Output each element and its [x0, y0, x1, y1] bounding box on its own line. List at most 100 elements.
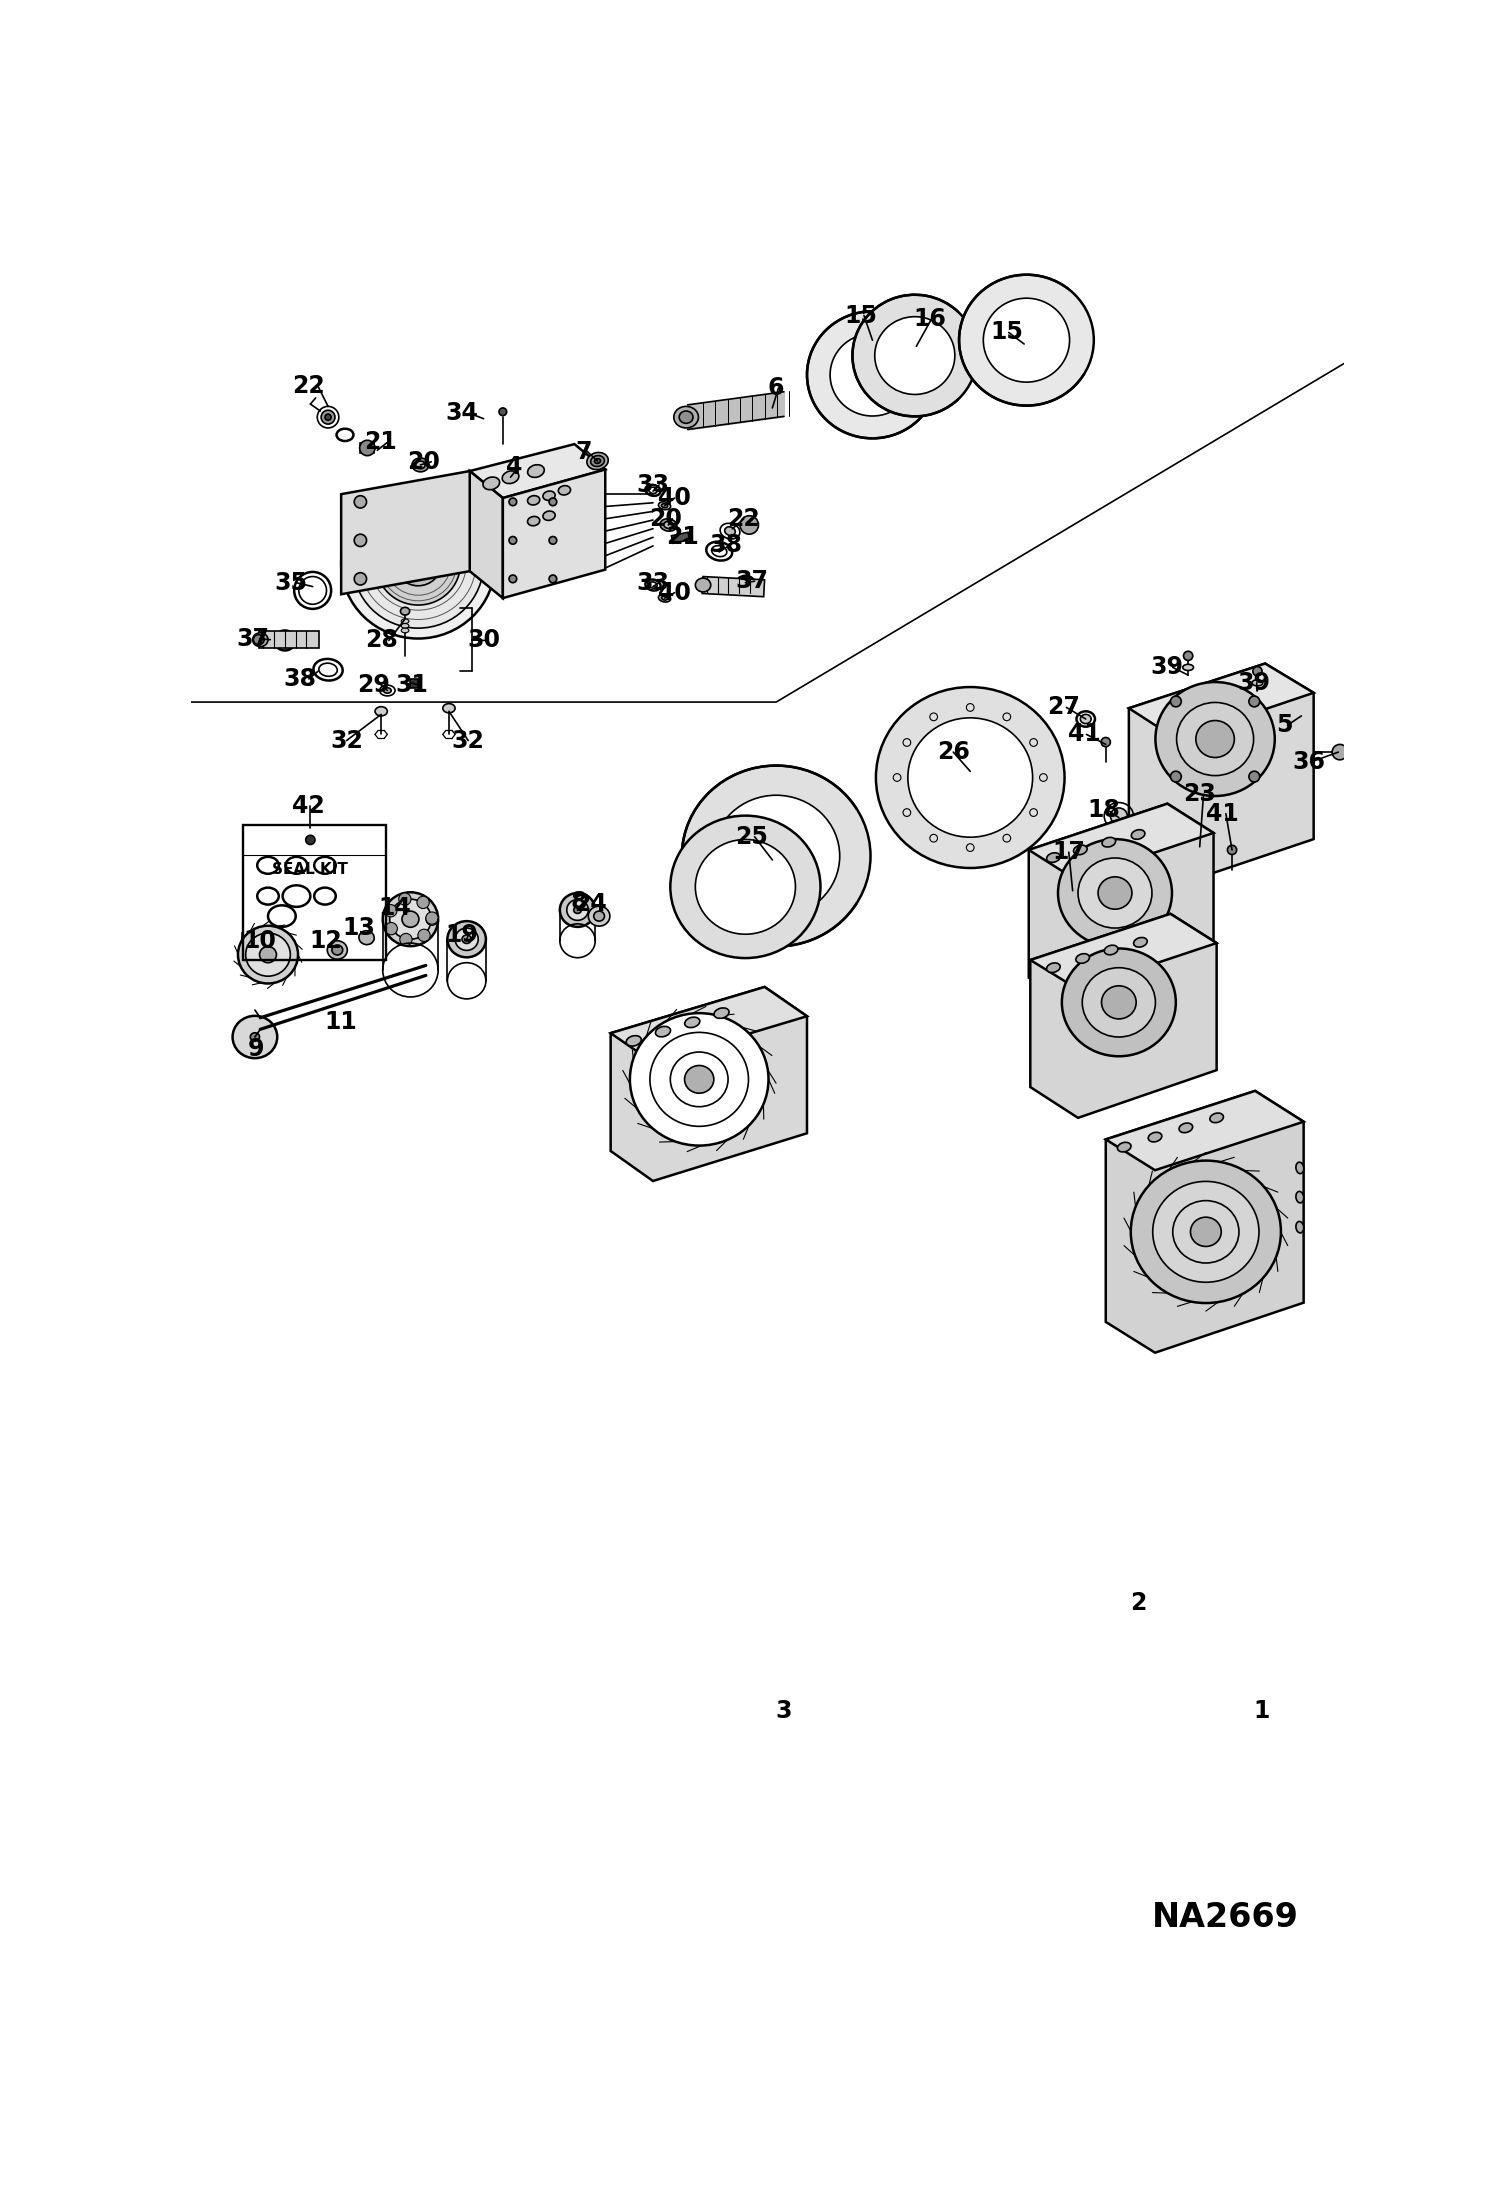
Ellipse shape	[589, 906, 610, 925]
Polygon shape	[1106, 1090, 1303, 1353]
Bar	[361, 443, 374, 452]
Ellipse shape	[1179, 1123, 1192, 1132]
Circle shape	[499, 408, 506, 417]
Ellipse shape	[626, 1035, 641, 1046]
Ellipse shape	[352, 498, 484, 627]
Circle shape	[1101, 737, 1110, 748]
Ellipse shape	[659, 502, 671, 509]
Ellipse shape	[448, 921, 485, 958]
Ellipse shape	[830, 333, 915, 417]
Ellipse shape	[1296, 1162, 1303, 1173]
Polygon shape	[611, 987, 807, 1182]
Circle shape	[1170, 695, 1182, 706]
Text: 5: 5	[1276, 713, 1293, 737]
Ellipse shape	[482, 478, 500, 489]
Ellipse shape	[1103, 838, 1116, 846]
Text: 15: 15	[845, 303, 878, 327]
Ellipse shape	[590, 456, 604, 467]
Ellipse shape	[685, 1066, 715, 1094]
Circle shape	[509, 575, 517, 583]
Polygon shape	[1029, 803, 1213, 879]
Bar	[243, 825, 386, 961]
Text: SEAL KIT: SEAL KIT	[273, 862, 348, 877]
Ellipse shape	[1082, 967, 1155, 1037]
Polygon shape	[1029, 803, 1213, 1009]
Circle shape	[400, 934, 412, 945]
Text: 15: 15	[990, 320, 1023, 344]
Text: 23: 23	[1183, 783, 1216, 807]
Text: 2: 2	[1129, 1590, 1146, 1614]
Ellipse shape	[401, 627, 409, 634]
Polygon shape	[611, 987, 807, 1061]
Ellipse shape	[1080, 715, 1091, 724]
Ellipse shape	[1058, 840, 1171, 947]
Ellipse shape	[542, 511, 556, 520]
Ellipse shape	[1195, 721, 1234, 757]
Ellipse shape	[412, 458, 428, 471]
Bar	[703, 577, 764, 596]
Ellipse shape	[908, 717, 1032, 838]
Ellipse shape	[409, 555, 428, 572]
Ellipse shape	[250, 1033, 259, 1042]
Ellipse shape	[560, 893, 595, 928]
Circle shape	[385, 904, 397, 917]
Ellipse shape	[629, 1013, 768, 1145]
Circle shape	[425, 912, 437, 923]
Ellipse shape	[661, 520, 677, 531]
Text: 41: 41	[1068, 721, 1101, 746]
Ellipse shape	[559, 485, 571, 496]
Ellipse shape	[401, 618, 409, 623]
Ellipse shape	[1062, 947, 1176, 1057]
Ellipse shape	[443, 704, 455, 713]
Ellipse shape	[670, 816, 821, 958]
Text: 24: 24	[574, 893, 607, 917]
Polygon shape	[342, 471, 470, 594]
Circle shape	[509, 537, 517, 544]
Text: 34: 34	[445, 401, 478, 425]
Ellipse shape	[1118, 1143, 1131, 1151]
Polygon shape	[503, 469, 605, 599]
Ellipse shape	[1131, 1160, 1281, 1303]
Ellipse shape	[695, 840, 795, 934]
Ellipse shape	[1131, 829, 1144, 840]
Circle shape	[509, 498, 517, 507]
Circle shape	[740, 515, 758, 535]
Text: 36: 36	[1293, 750, 1326, 774]
Ellipse shape	[983, 298, 1070, 382]
Circle shape	[550, 498, 557, 507]
Text: 39: 39	[1150, 656, 1183, 680]
Ellipse shape	[1210, 1114, 1224, 1123]
Ellipse shape	[656, 1026, 671, 1037]
Ellipse shape	[389, 899, 431, 939]
Circle shape	[416, 897, 430, 908]
Ellipse shape	[1047, 963, 1061, 971]
Circle shape	[360, 441, 374, 456]
Text: 22: 22	[728, 507, 759, 531]
Ellipse shape	[461, 934, 472, 943]
Ellipse shape	[246, 932, 291, 976]
Circle shape	[425, 912, 437, 925]
Text: 8: 8	[571, 890, 587, 914]
Ellipse shape	[342, 489, 496, 638]
Ellipse shape	[382, 893, 439, 945]
Text: 20: 20	[407, 450, 440, 474]
Ellipse shape	[502, 471, 518, 485]
Ellipse shape	[876, 686, 1065, 868]
Ellipse shape	[682, 765, 870, 947]
Text: 40: 40	[658, 487, 691, 511]
Ellipse shape	[1047, 853, 1061, 862]
Text: 12: 12	[310, 930, 342, 952]
Text: 16: 16	[914, 307, 947, 331]
Circle shape	[1227, 844, 1237, 855]
Ellipse shape	[416, 461, 425, 469]
Ellipse shape	[232, 1015, 277, 1059]
Circle shape	[321, 410, 336, 423]
Text: 14: 14	[379, 897, 412, 921]
Ellipse shape	[259, 947, 277, 963]
Ellipse shape	[566, 899, 589, 921]
Polygon shape	[1031, 914, 1216, 989]
Ellipse shape	[395, 542, 442, 586]
Ellipse shape	[659, 594, 671, 603]
Text: 3: 3	[776, 1700, 792, 1724]
Ellipse shape	[1153, 1182, 1258, 1283]
